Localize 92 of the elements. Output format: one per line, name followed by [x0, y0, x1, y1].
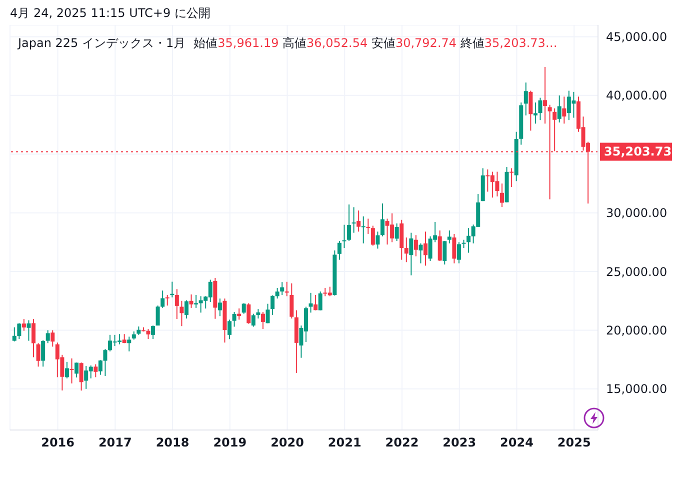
candlestick: [352, 206, 356, 234]
candlestick: [260, 312, 265, 330]
candlestick: [232, 312, 236, 328]
candlestick: [218, 298, 222, 317]
x-tick-label: 2019: [213, 436, 247, 450]
candlestick: [409, 232, 414, 276]
candlestick: [151, 325, 156, 340]
candlestick: [500, 182, 504, 208]
candlestick: [36, 342, 40, 368]
y-tick-label: 20,000.00: [606, 323, 668, 338]
y-tick-label: 40,000.00: [606, 88, 668, 103]
candlestick: [442, 240, 447, 265]
x-tick-label: 2022: [385, 436, 419, 450]
x-tick-label: 2025: [557, 436, 591, 450]
candlestick: [424, 231, 428, 266]
y-tick-label: 30,000.00: [606, 206, 668, 220]
candlestick: [356, 210, 361, 232]
candlestick: [256, 308, 260, 319]
candlestick: [17, 322, 22, 340]
candlestick: [246, 302, 251, 324]
x-tick-label: 2017: [98, 436, 132, 450]
candlestick: [12, 326, 16, 342]
candlestick: [46, 330, 50, 344]
candlestick: [366, 218, 370, 234]
candlestick: [394, 222, 399, 242]
candlestick: [314, 294, 318, 311]
candlestick: [94, 364, 98, 378]
candlestick: [50, 330, 55, 348]
candlestick: [552, 108, 557, 152]
candlestick: [103, 348, 108, 376]
candlestick: [74, 362, 79, 378]
candlestick: [318, 290, 322, 311]
candlestick: [194, 294, 198, 308]
candlestick: [414, 234, 418, 257]
candlestick: [404, 236, 408, 263]
candlestick: [70, 358, 74, 384]
candlestick: [524, 82, 528, 116]
candlestick: [160, 290, 165, 308]
candlestick: [418, 242, 423, 264]
x-tick-label: 2020: [270, 436, 304, 450]
candlestick: [189, 294, 194, 308]
y-tick-label: 25,000.00: [606, 264, 668, 279]
candlestick: [270, 294, 275, 316]
candlestick: [41, 340, 46, 368]
candlestick: [156, 305, 160, 326]
candlestick: [127, 336, 132, 352]
candlestick: [32, 318, 36, 358]
ref-line-label: 35,203.73: [604, 144, 672, 159]
candlestick: [557, 94, 562, 123]
candlestick: [251, 313, 256, 328]
candlestick: [275, 287, 280, 300]
candlestick: [361, 216, 366, 244]
candlestick: [456, 242, 461, 264]
annotation: 始値35,961.19 高値36,052.54 安値30,792.74 終値35,203.73…: [194, 36, 558, 50]
x-tick-label: 2018: [156, 436, 190, 450]
text: Japan 225 インデックス・1月: [18, 36, 186, 50]
candlestick: [228, 319, 232, 340]
candlestick: [184, 300, 188, 319]
x-tick-label: 2016: [41, 436, 75, 450]
x-tick-label: 2021: [328, 436, 362, 450]
candlestick: [266, 303, 270, 324]
x-tick-label: 2023: [442, 436, 476, 450]
candlestick: [79, 362, 84, 392]
x-tick-label: 2024: [500, 436, 534, 450]
candlestick: [376, 231, 380, 250]
candlestick: [533, 102, 538, 124]
candlestick: [26, 320, 31, 342]
candlestick: [543, 66, 548, 124]
candlestick: [342, 224, 346, 249]
candlestick: [562, 96, 566, 124]
candlestick: [242, 302, 246, 314]
candlestick: [347, 204, 352, 242]
candlestick: [337, 240, 342, 260]
candlestick: [22, 318, 26, 332]
candlestick: [98, 360, 102, 376]
y-tick-label: 45,000.00: [606, 30, 668, 44]
candlestick: [64, 361, 69, 379]
candlestick: [510, 168, 514, 188]
candlestick: [290, 282, 294, 319]
candlestick: [538, 97, 542, 121]
text: 4月 24, 2025 11:15 UTC+9 に公開: [10, 5, 210, 22]
candlestick: [370, 225, 375, 246]
candlestick: [280, 282, 284, 296]
candlestick: [165, 294, 170, 306]
candlestick: [447, 230, 452, 244]
candlestick: [380, 202, 384, 237]
candlestick: [452, 233, 456, 264]
candlestick: [174, 288, 179, 320]
candlestick: [528, 90, 533, 132]
candlestick: [146, 328, 150, 340]
candlestick: [180, 300, 184, 327]
y-tick-label: 15,000.00: [606, 382, 668, 396]
